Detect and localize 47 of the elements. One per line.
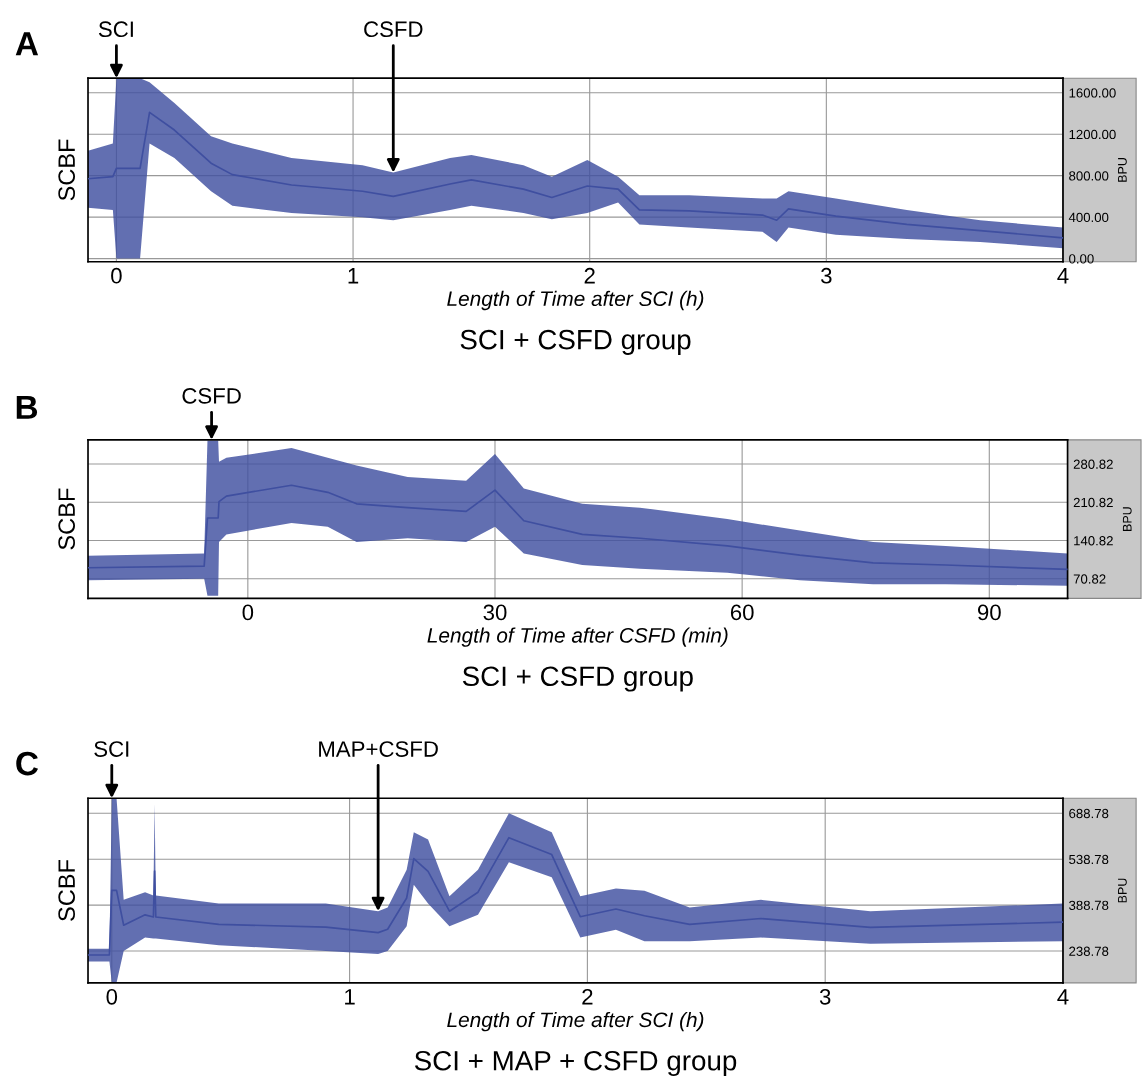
- y-tick-label: 140.82: [1074, 536, 1113, 546]
- x-tick-label: 90: [977, 604, 1001, 621]
- x-tick-label: 3: [819, 988, 831, 1005]
- x-tick-label: 1: [348, 268, 359, 284]
- x-tick-label: 2: [582, 988, 593, 1005]
- x-tick-label: 0: [111, 267, 122, 284]
- x-tick-label: 3: [821, 267, 832, 284]
- text: BPU: [1122, 507, 1132, 531]
- chart-title: C: [16, 751, 39, 776]
- x-axis-title: Length of Time after SCI (h): [447, 290, 704, 311]
- y-tick-label: 800.00: [1069, 171, 1109, 181]
- x-tick-label: 30: [483, 604, 507, 621]
- y-tick-label: 400.00: [1068, 212, 1109, 223]
- x-tick-label: 0: [106, 988, 118, 1005]
- y-axis-title: SCBF: [58, 859, 76, 921]
- y-tick-label: 538.78: [1069, 854, 1109, 865]
- y-tick-label: 210.82: [1073, 497, 1113, 508]
- text: BPU: [1118, 878, 1127, 903]
- annotation: SCI: [94, 741, 129, 757]
- x-tick-label: 60: [730, 604, 754, 621]
- y-tick-label: 280.82: [1073, 459, 1113, 469]
- annotation: SCI: [98, 21, 133, 38]
- y-tick-label: 70.82: [1073, 574, 1106, 584]
- chart-title: A: [15, 32, 39, 56]
- annotation: CSFD: [182, 387, 241, 404]
- text: SCI + CSFD group: [460, 329, 691, 355]
- x-axis-title: Length of Time after SCI (h): [447, 1011, 704, 1032]
- annotation: CSFD: [364, 21, 423, 38]
- y-tick-label: 0.00: [1069, 254, 1094, 264]
- y-axis-title: SCBF: [58, 139, 76, 201]
- y-tick-label: 1600.00: [1069, 88, 1116, 98]
- y-tick-label: 238.78: [1069, 946, 1109, 956]
- x-tick-label: 0: [242, 604, 254, 621]
- x-tick-label: 4: [1057, 268, 1069, 284]
- x-tick-label: 1: [345, 989, 355, 1005]
- x-tick-label: 2: [584, 267, 595, 284]
- y-tick-label: 1200.00: [1069, 129, 1116, 140]
- y-tick-label: 388.78: [1069, 900, 1109, 911]
- annotation: MAP+CSFD: [319, 741, 438, 757]
- text: BPU: [1118, 158, 1127, 182]
- text: SCI + CSFD group: [462, 666, 693, 692]
- y-tick-label: 688.78: [1069, 808, 1109, 819]
- text: SCI + MAP + CSFD group: [414, 1050, 737, 1077]
- x-axis-title: Length of Time after CSFD (min): [427, 627, 728, 647]
- y-axis-title: SCBF: [58, 488, 76, 550]
- chart-title: B: [16, 395, 38, 419]
- x-tick-label: 4: [1057, 989, 1069, 1005]
